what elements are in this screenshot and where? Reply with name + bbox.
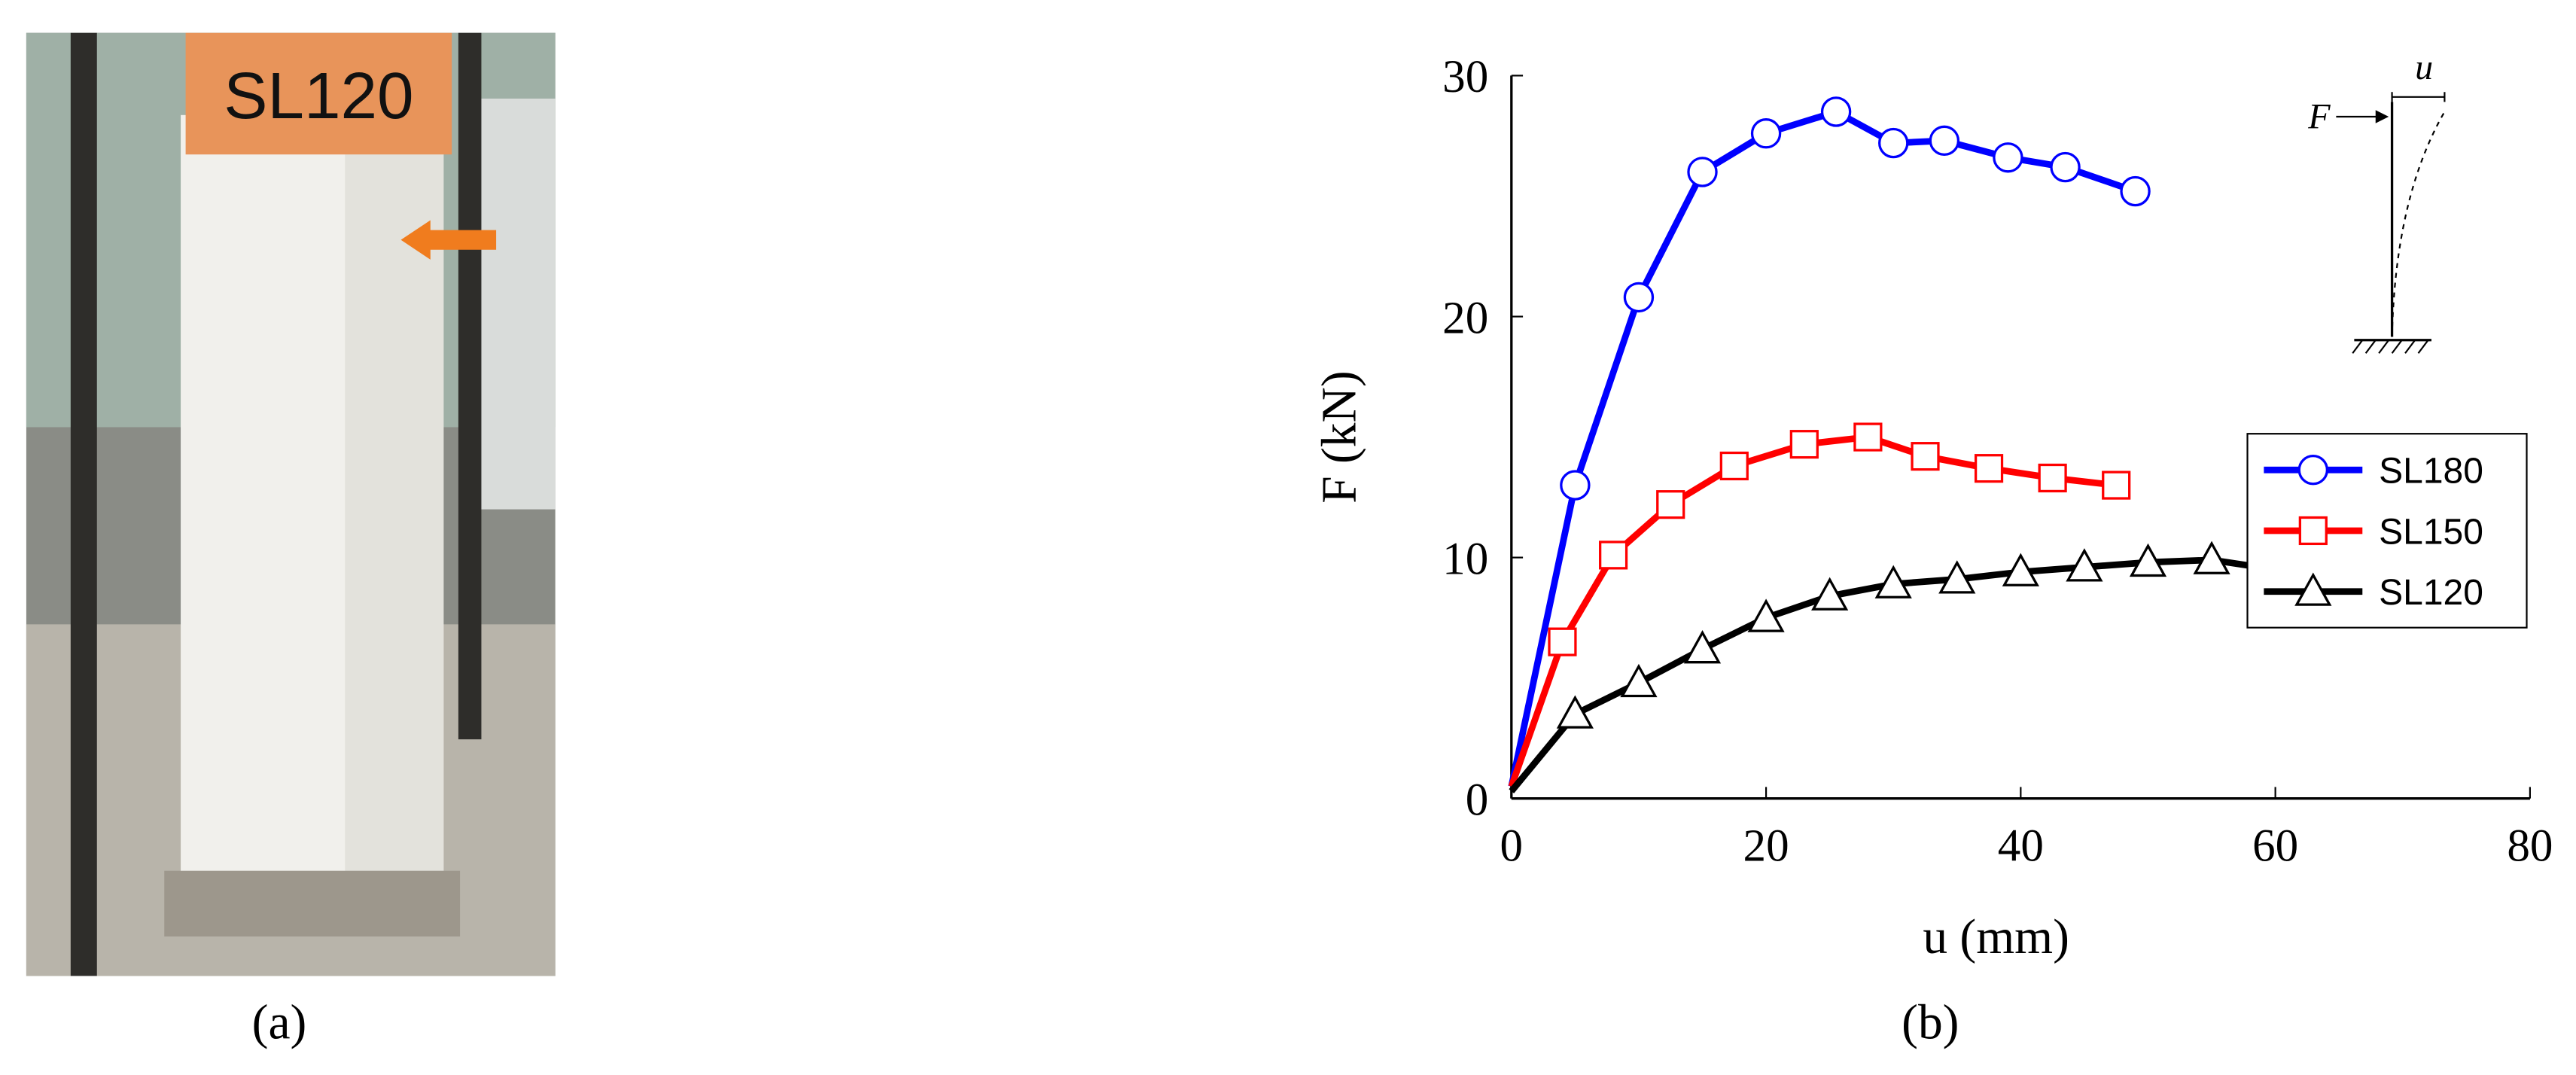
photo-base: [164, 870, 461, 937]
marker: [1974, 454, 2004, 483]
panel-label: (b): [1902, 995, 1959, 1049]
marker: [1719, 451, 1749, 481]
y-tick-label: 30: [1442, 52, 1488, 102]
marker: [2129, 543, 2167, 577]
marker: [2038, 463, 2067, 493]
x-tick-label: 0: [1500, 821, 1524, 872]
photo: SL120: [26, 32, 556, 976]
photo-door: [467, 98, 556, 510]
inset-deflection: [2391, 111, 2446, 337]
photo-label-box: [185, 32, 452, 155]
load-arrow: [400, 220, 497, 260]
marker: [2102, 471, 2131, 500]
y-tick-label: 10: [1442, 534, 1488, 584]
marker: [1938, 560, 1976, 594]
inset-diagram: F u: [2307, 47, 2446, 354]
marker: [1820, 96, 1852, 127]
x-tick-label: 60: [2252, 821, 2298, 872]
marker: [1993, 142, 2023, 173]
inset-annotation: F: [2307, 96, 2331, 136]
y-tick-label: 0: [1466, 775, 1489, 826]
inset-hatch: [2352, 340, 2429, 354]
marker: [2066, 548, 2103, 582]
x-tick-label: 20: [1743, 821, 1789, 872]
marker: [1878, 127, 1909, 159]
series-line: [1508, 434, 2117, 788]
marker: [1656, 490, 1685, 519]
marker: [1853, 422, 1883, 452]
marker: [1623, 282, 1655, 313]
photo-rebar: [458, 32, 482, 740]
marker: [1750, 118, 1782, 149]
photo-rebar: [70, 32, 97, 976]
marker: [1560, 470, 1591, 501]
panel-label: (a): [252, 995, 307, 1049]
marker: [1620, 663, 1658, 698]
legend-label: SL180: [2379, 452, 2483, 492]
x-tick-label: 40: [1998, 821, 2044, 872]
marker: [1789, 430, 1819, 459]
marker: [1811, 577, 1849, 611]
marker: [2193, 541, 2230, 574]
marker: [2298, 516, 2328, 546]
marker: [2120, 175, 2151, 207]
inset-arrowhead: [2375, 110, 2389, 123]
marker: [1929, 125, 1960, 157]
marker: [2294, 572, 2332, 606]
x-tick-label: 80: [2507, 821, 2553, 872]
inset-dimension: [2391, 92, 2446, 102]
marker: [1687, 157, 1718, 187]
legend-label: SL120: [2379, 573, 2483, 613]
inset-annotation: u: [2415, 47, 2433, 87]
y-tick-label: 20: [1442, 293, 1488, 343]
marker: [1556, 695, 1594, 729]
marker: [1747, 598, 1785, 632]
x-axis-label: u (mm): [1923, 910, 2069, 964]
marker: [1599, 541, 1628, 570]
marker: [2297, 455, 2329, 486]
marker: [1548, 627, 1577, 656]
marker: [1911, 442, 1940, 471]
photo-label: SL120: [224, 59, 413, 132]
legend-label: SL150: [2379, 512, 2483, 552]
marker: [2002, 553, 2039, 586]
marker: [2050, 151, 2081, 183]
series-line: [1508, 108, 2136, 787]
marker: [1874, 565, 1912, 598]
y-axis-label: F (kN): [1312, 370, 1366, 503]
marker: [1683, 630, 1722, 664]
